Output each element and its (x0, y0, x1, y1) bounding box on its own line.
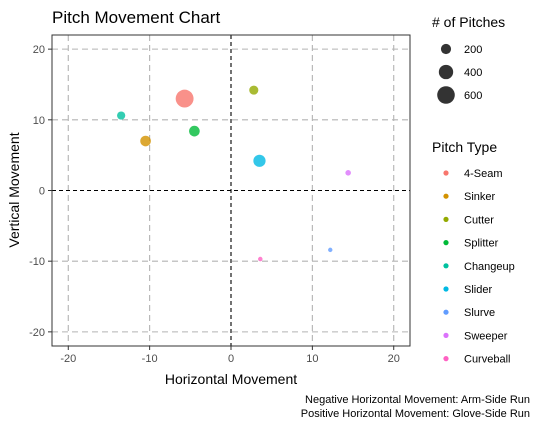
color-legend-key (443, 240, 449, 246)
chart-title: Pitch Movement Chart (52, 8, 220, 27)
x-tick-label: 20 (388, 353, 400, 365)
y-tick-label: -20 (29, 327, 45, 339)
size-legend-label: 400 (464, 67, 482, 79)
color-legend-key (443, 193, 449, 199)
color-legend-label: Slurve (464, 307, 495, 319)
y-tick-label: 20 (33, 44, 45, 56)
point-sinker (140, 135, 151, 147)
caption-line-1: Negative Horizontal Movement: Arm-Side R… (305, 394, 530, 406)
color-legend-label: Cutter (464, 214, 494, 226)
color-legend-items: 4-Seam Sinker Cutter Splitter Changeup Slider… (443, 168, 515, 366)
y-tick-label: 10 (33, 115, 45, 127)
y-axis-ticks: -20 -10 0 10 20 (29, 44, 52, 339)
point-curveball (258, 256, 263, 262)
y-tick-label: -10 (29, 256, 45, 268)
point-4-seam (175, 89, 194, 108)
y-tick-label: 0 (39, 186, 45, 198)
color-legend-key (443, 263, 449, 269)
point-changeup (117, 111, 126, 120)
color-legend-key (443, 170, 449, 176)
y-axis-title: Vertical Movement (6, 132, 22, 247)
color-legend-label: Sinker (464, 191, 496, 203)
size-legend-key (438, 64, 454, 80)
size-legend-title: # of Pitches (432, 14, 505, 30)
size-legend-label: 600 (464, 90, 482, 102)
x-axis-ticks: -20 -10 0 10 20 (60, 346, 400, 365)
color-legend-title: Pitch Type (432, 139, 497, 155)
color-legend-key (443, 356, 449, 362)
size-legend-items: 200 400 600 (437, 43, 482, 104)
x-tick-label: 10 (306, 353, 318, 365)
x-tick-label: 0 (228, 353, 234, 365)
color-legend-label: Changeup (464, 261, 515, 273)
size-legend-key (440, 43, 452, 55)
color-legend-label: Splitter (464, 238, 499, 250)
color-legend-label: Sweeper (464, 330, 508, 342)
color-legend-label: 4-Seam (464, 168, 503, 180)
size-legend-key (437, 86, 455, 104)
point-cutter (249, 85, 259, 95)
color-legend-label: Curveball (464, 354, 510, 366)
color-legend-key (443, 216, 449, 222)
reference-lines (52, 35, 410, 346)
x-tick-label: -20 (60, 353, 76, 365)
caption-line-2: Positive Horizontal Movement: Glove-Side… (301, 408, 530, 420)
data-points (117, 85, 351, 262)
size-legend: # of Pitches 200 400 600 (432, 14, 505, 104)
size-legend-label: 200 (464, 44, 482, 56)
point-slurve (328, 247, 333, 253)
plot-panel (51, 34, 411, 347)
color-legend-label: Slider (464, 284, 492, 296)
point-splitter (189, 125, 200, 137)
point-slider (253, 154, 266, 167)
color-legend-key (443, 309, 449, 315)
color-legend-key (443, 332, 449, 338)
color-legend: Pitch Type 4-Seam Sinker Cutter Splitter Cha… (432, 139, 515, 366)
x-tick-label: -10 (142, 353, 158, 365)
point-sweeper (345, 170, 351, 176)
color-legend-key (443, 286, 449, 292)
x-axis-title: Horizontal Movement (165, 371, 297, 387)
